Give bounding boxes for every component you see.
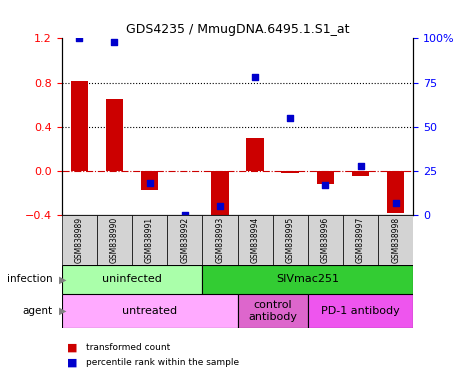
Bar <box>316 171 334 184</box>
Text: GSM838996: GSM838996 <box>321 217 330 263</box>
Point <box>181 212 189 218</box>
Text: GSM838989: GSM838989 <box>75 217 84 263</box>
Text: uninfected: uninfected <box>102 274 162 285</box>
Text: GSM838991: GSM838991 <box>145 217 154 263</box>
Bar <box>238 215 273 265</box>
Text: ▶: ▶ <box>59 306 67 316</box>
Bar <box>105 99 124 171</box>
Text: ■: ■ <box>66 358 77 368</box>
Bar <box>281 171 299 173</box>
Bar <box>238 294 308 328</box>
Text: untreated: untreated <box>122 306 177 316</box>
Bar <box>352 171 369 176</box>
Text: GSM838992: GSM838992 <box>180 217 189 263</box>
Bar <box>62 265 202 294</box>
Text: control
antibody: control antibody <box>248 300 297 322</box>
Bar <box>62 294 238 328</box>
Bar <box>141 171 158 190</box>
Bar <box>211 171 228 217</box>
Text: ▶: ▶ <box>59 274 67 285</box>
Bar <box>97 215 132 265</box>
Bar <box>378 215 413 265</box>
Bar <box>132 215 167 265</box>
Point <box>111 39 118 45</box>
Text: GSM838990: GSM838990 <box>110 217 119 263</box>
Title: GDS4235 / MmugDNA.6495.1.S1_at: GDS4235 / MmugDNA.6495.1.S1_at <box>126 23 349 36</box>
Bar <box>273 215 308 265</box>
Bar <box>308 294 413 328</box>
Bar <box>247 138 264 171</box>
Bar <box>167 215 202 265</box>
Bar <box>202 265 413 294</box>
Bar <box>343 215 378 265</box>
Text: SIVmac251: SIVmac251 <box>276 274 339 285</box>
Point <box>357 162 364 169</box>
Text: agent: agent <box>22 306 52 316</box>
Point <box>392 200 399 206</box>
Text: GSM838998: GSM838998 <box>391 217 400 263</box>
Text: infection: infection <box>7 274 52 285</box>
Text: GSM838994: GSM838994 <box>251 217 259 263</box>
Text: ■: ■ <box>66 343 77 353</box>
Text: GSM838997: GSM838997 <box>356 217 365 263</box>
Bar <box>71 81 88 171</box>
Bar <box>202 215 238 265</box>
Point <box>76 35 83 41</box>
Point <box>216 203 224 209</box>
Text: transformed count: transformed count <box>86 343 170 352</box>
Bar <box>308 215 343 265</box>
Point <box>146 180 153 186</box>
Text: GSM838995: GSM838995 <box>286 217 294 263</box>
Bar <box>62 215 97 265</box>
Point <box>286 115 294 121</box>
Point <box>322 182 329 188</box>
Point <box>251 74 259 80</box>
Bar <box>387 171 404 213</box>
Text: percentile rank within the sample: percentile rank within the sample <box>86 358 238 367</box>
Text: PD-1 antibody: PD-1 antibody <box>321 306 400 316</box>
Text: GSM838993: GSM838993 <box>216 217 224 263</box>
